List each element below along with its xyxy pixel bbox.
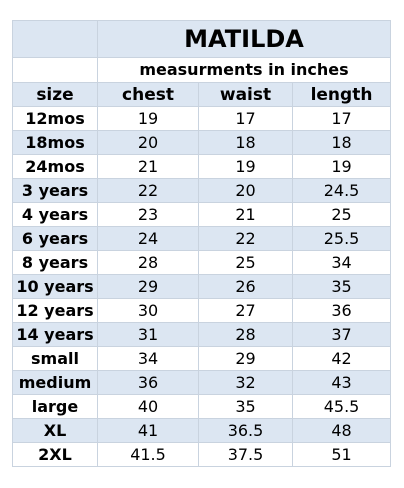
value-cell: 18	[198, 130, 293, 155]
header-cell: size	[12, 82, 98, 107]
value-cell: 25.5	[291, 226, 392, 251]
table-row: 10 years 29 26 35	[12, 274, 392, 299]
table-row: medium 36 32 43	[12, 370, 392, 395]
value-cell: 22	[198, 226, 293, 251]
size-cell: 12 years	[12, 298, 98, 323]
value-cell: 43	[291, 370, 392, 395]
table-body: MATILDA measurments in inches size chest w…	[12, 20, 392, 467]
header-cell: chest	[97, 82, 199, 107]
table-row: 12 years 30 27 36	[12, 298, 392, 323]
table-row: 2XL 41.5 37.5 51	[12, 442, 392, 467]
size-cell: 14 years	[12, 322, 98, 347]
table-row: 14 years 31 28 37	[12, 322, 392, 347]
value-cell: 17	[198, 106, 293, 131]
value-cell: 24	[97, 226, 199, 251]
table-title: MATILDA	[96, 20, 392, 58]
value-cell: 29	[97, 274, 199, 299]
table-row: 3 years 22 20 24.5	[12, 178, 392, 203]
subtitle-row: measurments in inches	[12, 57, 392, 83]
title-row: MATILDA	[12, 20, 392, 58]
value-cell: 28	[97, 250, 199, 275]
value-cell: 51	[291, 442, 392, 467]
header-cell: length	[291, 82, 392, 107]
value-cell: 37	[291, 322, 392, 347]
value-cell: 21	[198, 202, 293, 227]
value-cell: 27	[198, 298, 293, 323]
blank-cell	[12, 20, 98, 58]
value-cell: 22	[97, 178, 199, 203]
size-cell: large	[12, 394, 98, 419]
value-cell: 25	[198, 250, 293, 275]
size-cell: 6 years	[12, 226, 98, 251]
size-cell: 10 years	[12, 274, 98, 299]
value-cell: 35	[198, 394, 293, 419]
size-cell: 24mos	[12, 154, 98, 179]
value-cell: 36	[291, 298, 392, 323]
size-table: MATILDA measurments in inches size chest w…	[12, 20, 392, 467]
value-cell: 35	[291, 274, 392, 299]
value-cell: 29	[198, 346, 293, 371]
blank-cell	[12, 57, 98, 83]
value-cell: 17	[291, 106, 392, 131]
value-cell: 19	[97, 106, 199, 131]
size-cell: 4 years	[12, 202, 98, 227]
size-cell: 18mos	[12, 130, 98, 155]
value-cell: 34	[291, 250, 392, 275]
value-cell: 48	[291, 418, 392, 443]
header-cell: waist	[198, 82, 293, 107]
table-row: 4 years 23 21 25	[12, 202, 392, 227]
value-cell: 41.5	[97, 442, 199, 467]
size-cell: XL	[12, 418, 98, 443]
value-cell: 28	[198, 322, 293, 347]
value-cell: 25	[291, 202, 392, 227]
value-cell: 24.5	[291, 178, 392, 203]
value-cell: 40	[97, 394, 199, 419]
table-row: 6 years 24 22 25.5	[12, 226, 392, 251]
value-cell: 34	[97, 346, 199, 371]
table-row: 18mos 20 18 18	[12, 130, 392, 155]
value-cell: 30	[97, 298, 199, 323]
value-cell: 36	[97, 370, 199, 395]
value-cell: 19	[198, 154, 293, 179]
size-cell: 3 years	[12, 178, 98, 203]
table-row: large 40 35 45.5	[12, 394, 392, 419]
value-cell: 37.5	[198, 442, 293, 467]
value-cell: 45.5	[291, 394, 392, 419]
value-cell: 21	[97, 154, 199, 179]
size-cell: medium	[12, 370, 98, 395]
size-cell: 12mos	[12, 106, 98, 131]
value-cell: 19	[291, 154, 392, 179]
table-row: small 34 29 42	[12, 346, 392, 371]
value-cell: 20	[198, 178, 293, 203]
table-row: XL 41 36.5 48	[12, 418, 392, 443]
value-cell: 41	[97, 418, 199, 443]
value-cell: 18	[291, 130, 392, 155]
value-cell: 20	[97, 130, 199, 155]
header-row: size chest waist length	[12, 82, 392, 107]
table-subtitle: measurments in inches	[96, 57, 392, 83]
table-row: 24mos 21 19 19	[12, 154, 392, 179]
value-cell: 42	[291, 346, 392, 371]
size-cell: small	[12, 346, 98, 371]
table-row: 8 years 28 25 34	[12, 250, 392, 275]
value-cell: 31	[97, 322, 199, 347]
table-row: 12mos 19 17 17	[12, 106, 392, 131]
value-cell: 26	[198, 274, 293, 299]
value-cell: 23	[97, 202, 199, 227]
size-cell: 8 years	[12, 250, 98, 275]
value-cell: 32	[198, 370, 293, 395]
value-cell: 36.5	[198, 418, 293, 443]
size-cell: 2XL	[12, 442, 98, 467]
